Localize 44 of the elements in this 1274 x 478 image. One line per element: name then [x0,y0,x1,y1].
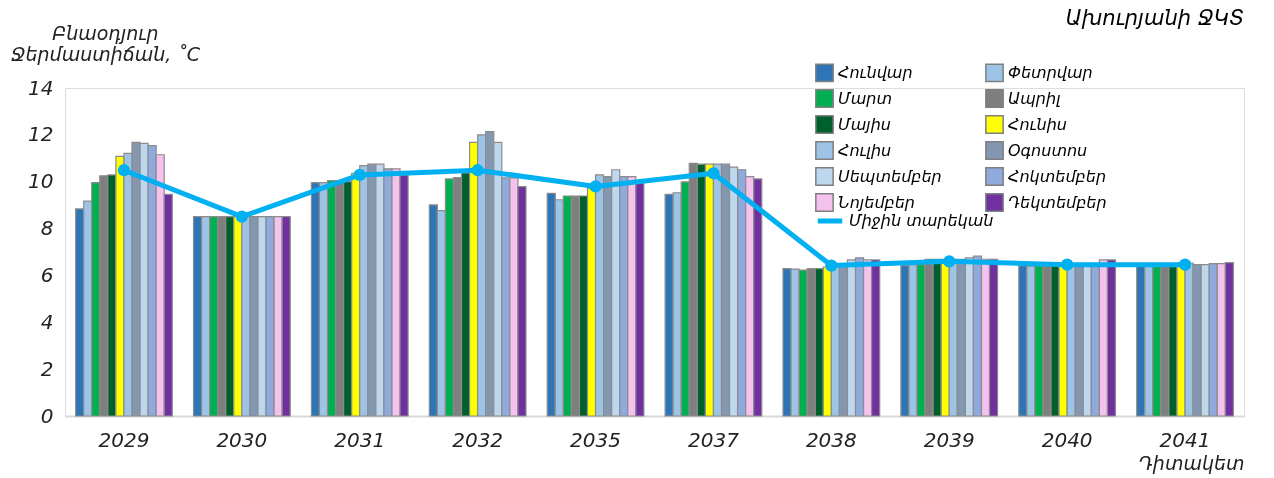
legend-label: Սեպտեմբեր [838,166,942,186]
point [943,255,956,268]
x-tick-label: 2038 [805,427,857,452]
point [1061,258,1074,271]
x-tick-label: 2029 [98,427,150,452]
legend-label: Հոկտեմբեր [1008,166,1107,186]
x-tick-label: 2039 [923,427,975,452]
legend-label: Հունվար [838,62,913,82]
x-tick-label: 2040 [1041,427,1093,452]
y-tick-label: 8 [40,216,54,241]
point [1178,258,1192,271]
y-tick-label: 6 [40,262,54,287]
legend-label: Մայիս [838,114,891,134]
legend-label: Հունիս [1008,114,1067,134]
legend-label: Միջին տարեկան [849,211,994,230]
y-tick-label: 12 [28,122,54,147]
legend-label: Փետրվար [1008,62,1093,82]
legend-label: Ապրիլ [1008,88,1061,108]
x-tick-label: 2037 [688,427,740,452]
legend-label: Օգոստոս [1008,140,1088,160]
x-tick-label: 2031 [334,427,386,452]
y-tick-label: 2 [40,356,54,381]
legend-label: Նոյեմբեր [838,192,915,212]
x-tick-label: 2041 [1159,427,1211,452]
x-axis-title: Դիտակետ [1138,451,1245,474]
legend-label: Դեկտեմբեր [1008,192,1107,212]
y-axis-title: Բնաօդյուր Ջերմաստիճան, ˚C [10,21,201,65]
legend-label: Մարտ [838,88,892,108]
x-tick-label: 2035 [570,427,621,452]
point [589,180,602,193]
x-tick-label: 2030 [216,427,268,452]
chart-title: Ախուրյանի ՋԿՏ [1065,6,1244,30]
y-tick-label: 4 [40,309,54,334]
point [235,210,248,223]
point [707,167,720,180]
legend-label: Հուլիս [838,140,892,160]
y-tick-label: 0 [40,403,54,428]
point [825,259,838,272]
point [117,164,131,177]
y-tick-label: 14 [28,75,54,100]
x-tick-label: 2032 [452,427,504,452]
point [471,164,484,177]
y-tick-label: 10 [28,169,54,194]
point [353,168,366,182]
